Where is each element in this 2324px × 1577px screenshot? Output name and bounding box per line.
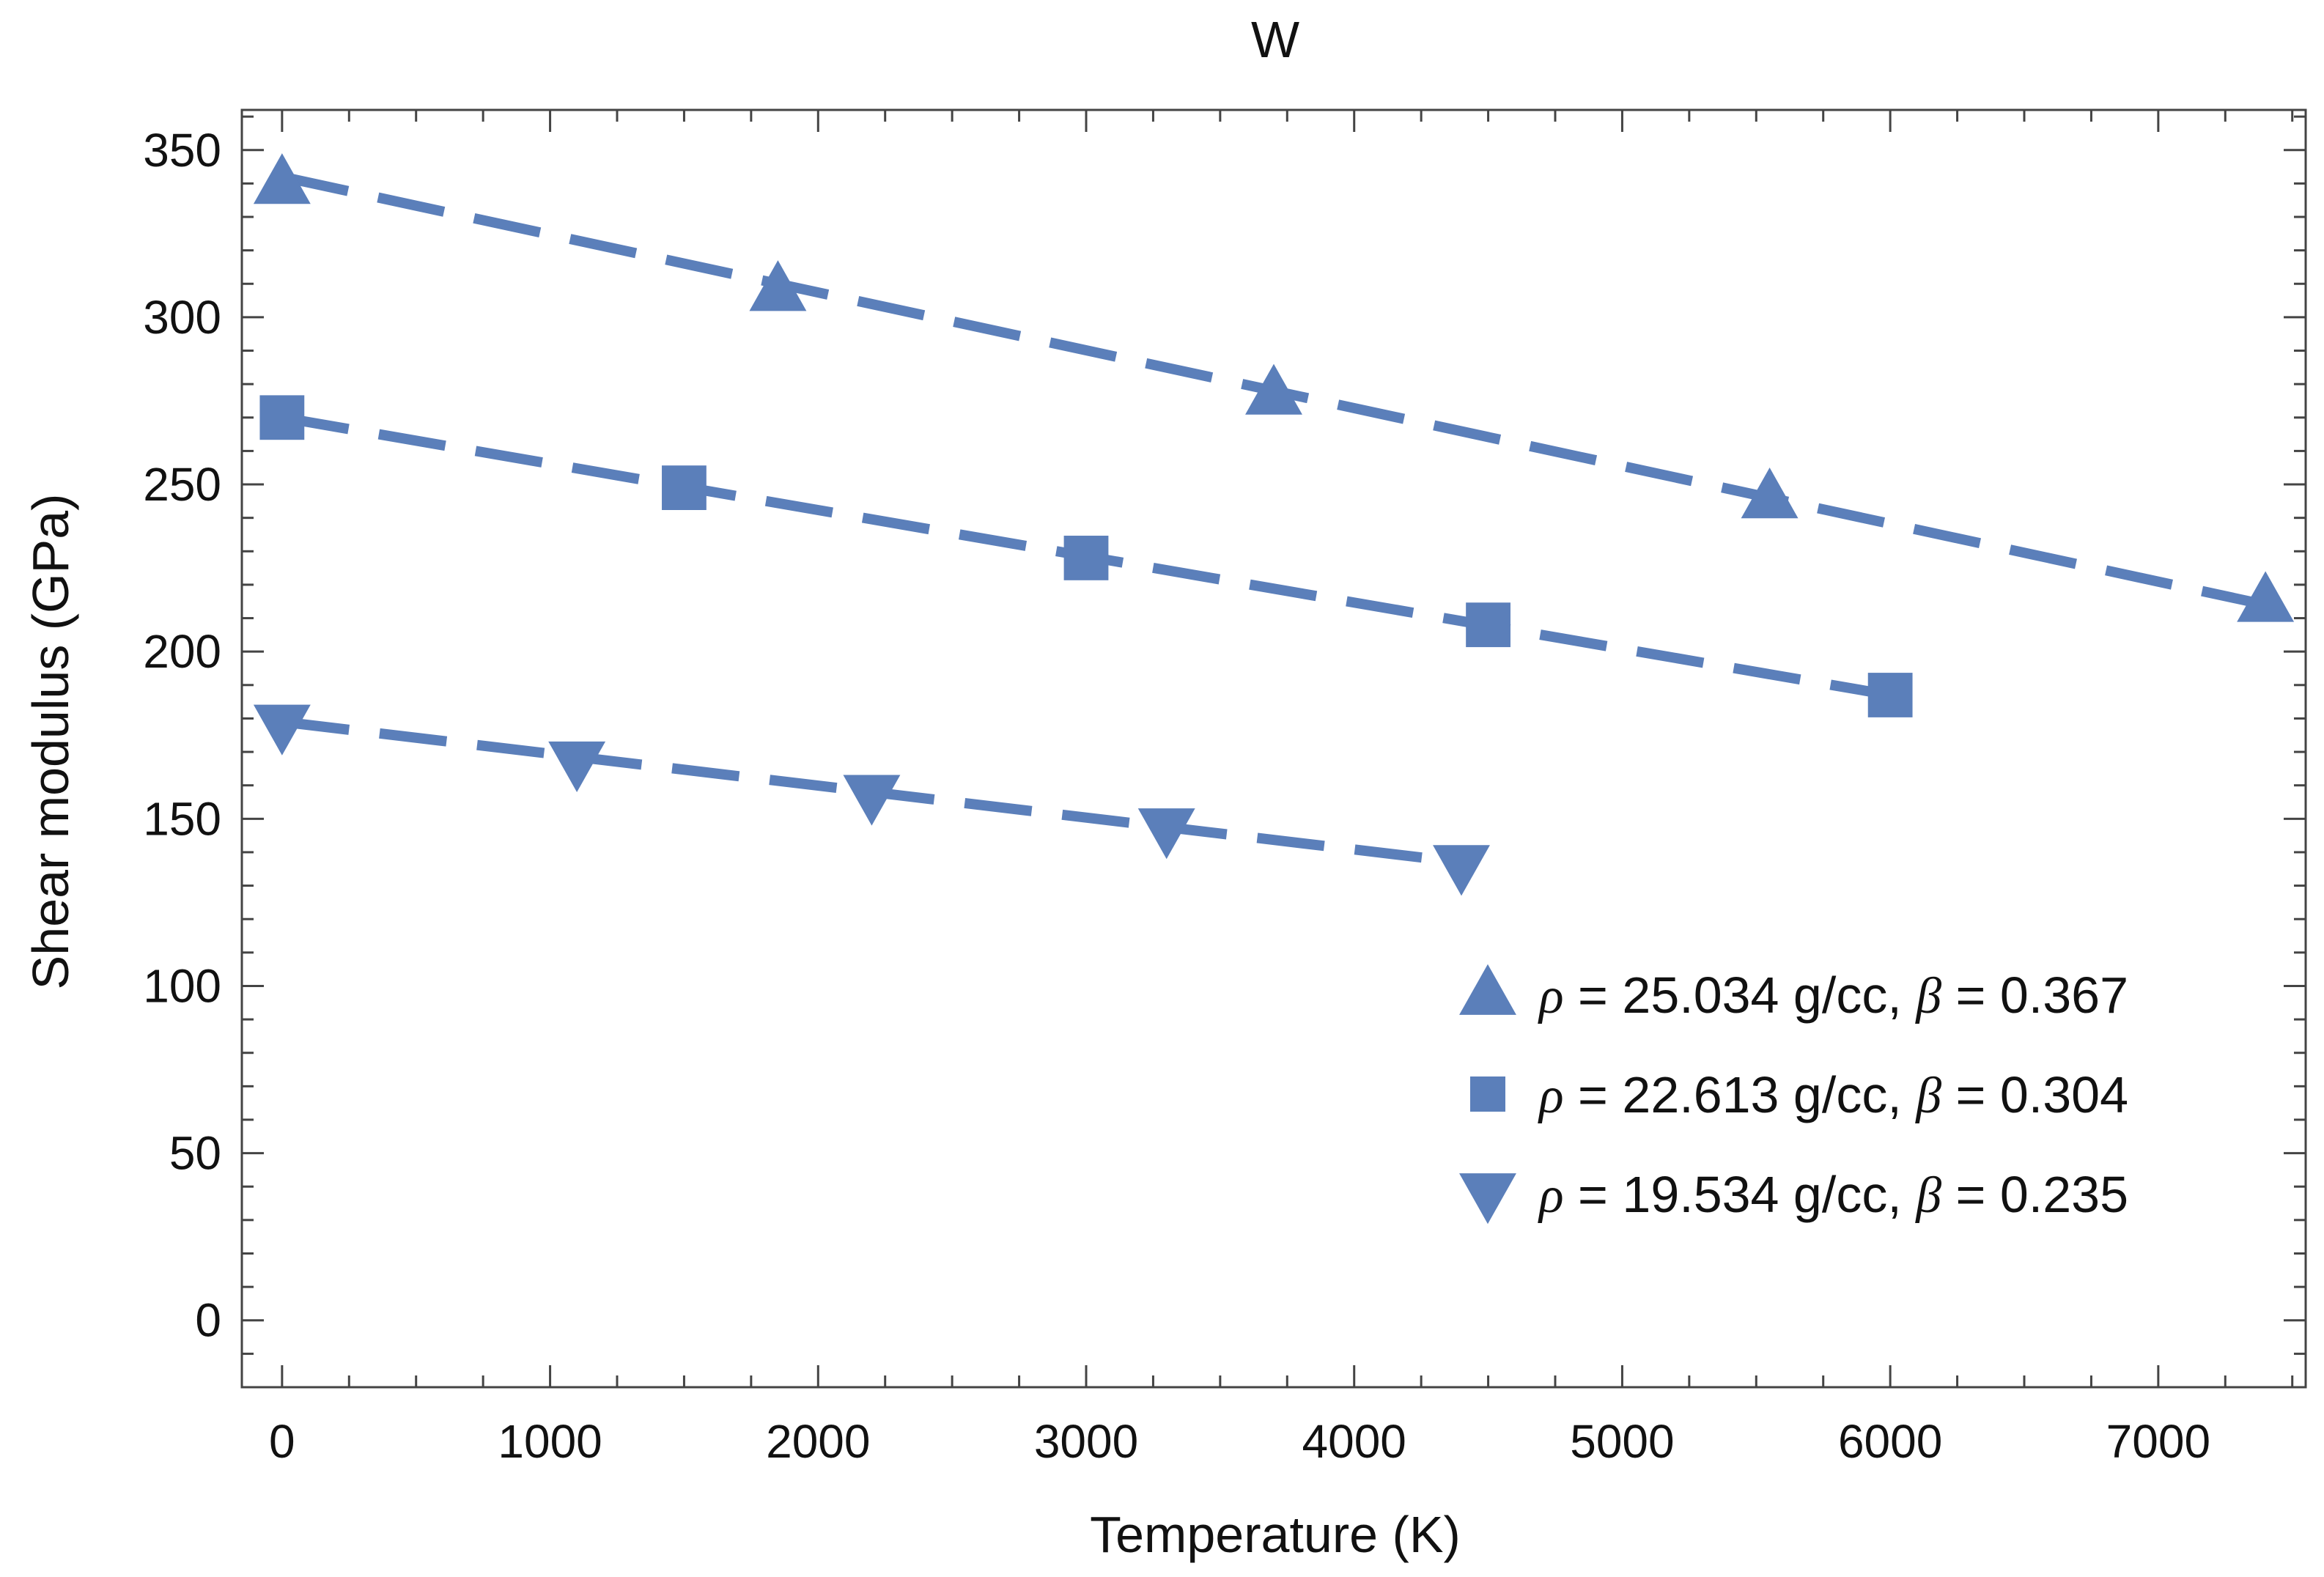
x-tick-label: 7000 bbox=[2106, 1415, 2210, 1468]
y-tick-label: 200 bbox=[143, 625, 221, 678]
y-tick-label: 150 bbox=[143, 792, 221, 845]
y-tick-label: 300 bbox=[143, 291, 221, 344]
legend-marker-series-3 bbox=[1459, 1173, 1516, 1225]
legend-text-part: = 19.534 g/cc, bbox=[1564, 1166, 1917, 1223]
legend-label-series-3: ρ = 19.534 g/cc, β = 0.235 bbox=[1538, 1166, 2128, 1224]
data-point-series-1 bbox=[749, 260, 807, 311]
data-point-series-3 bbox=[548, 741, 606, 792]
legend-text-part: = 0.235 bbox=[1941, 1166, 2128, 1223]
data-point-series-1 bbox=[1741, 468, 1799, 519]
legend-text-part: = 0.304 bbox=[1941, 1066, 2128, 1123]
x-tick-label: 5000 bbox=[1570, 1415, 1674, 1468]
data-points bbox=[253, 153, 2295, 896]
legend-text-part: = 0.367 bbox=[1941, 967, 2128, 1024]
legend-text-part: = 25.034 g/cc, bbox=[1564, 967, 1917, 1024]
data-point-series-3 bbox=[843, 775, 901, 826]
data-point-series-2 bbox=[1063, 536, 1109, 580]
plot-frame bbox=[240, 108, 2307, 1389]
legend-label-series-2: ρ = 22.613 g/cc, β = 0.304 bbox=[1538, 1066, 2128, 1124]
x-axis-title: Temperature (K) bbox=[1090, 1506, 1461, 1563]
legend-symbol: ρ bbox=[1538, 1068, 1564, 1124]
x-tick-label: 6000 bbox=[1838, 1415, 1942, 1468]
legend-symbol: β bbox=[1914, 968, 1941, 1024]
y-tick-label: 100 bbox=[143, 959, 221, 1012]
legend-marker-series-1 bbox=[1459, 964, 1516, 1015]
y-tick-label: 0 bbox=[195, 1294, 221, 1347]
legend-text-part: = 22.613 g/cc, bbox=[1564, 1066, 1917, 1123]
x-tick-label: 4000 bbox=[1302, 1415, 1406, 1468]
data-point-series-1 bbox=[2237, 571, 2295, 622]
plot-border bbox=[240, 108, 2307, 1389]
legend-label-series-1: ρ = 25.034 g/cc, β = 0.367 bbox=[1538, 967, 2128, 1024]
chart-title: W bbox=[1251, 11, 1299, 68]
legend-marker-series-2 bbox=[1470, 1076, 1505, 1112]
data-point-series-3 bbox=[253, 704, 311, 756]
data-point-series-2 bbox=[259, 395, 305, 440]
data-point-series-1 bbox=[253, 153, 311, 204]
legend-symbol: ρ bbox=[1538, 1167, 1564, 1224]
x-tick-label: 1000 bbox=[498, 1415, 602, 1468]
data-point-series-3 bbox=[1433, 845, 1490, 896]
legend-symbol: β bbox=[1914, 1068, 1941, 1124]
y-axis-title: Shear modulus (GPa) bbox=[22, 494, 79, 990]
data-point-series-2 bbox=[1867, 673, 1913, 717]
data-point-series-2 bbox=[1466, 602, 1510, 648]
y-tick-label: 350 bbox=[143, 124, 221, 177]
legend-symbol: β bbox=[1914, 1167, 1941, 1224]
data-point-series-2 bbox=[662, 465, 707, 510]
data-point-series-3 bbox=[1137, 808, 1195, 860]
data-point-series-1 bbox=[1245, 363, 1302, 415]
y-tick-label: 50 bbox=[169, 1127, 221, 1180]
x-tick-label: 2000 bbox=[766, 1415, 870, 1468]
x-tick-label: 3000 bbox=[1034, 1415, 1138, 1468]
legend-symbol: ρ bbox=[1538, 968, 1564, 1024]
y-tick-label: 250 bbox=[143, 458, 221, 511]
axis-ticks: 0 1000 2000 3000 4000 5000 6000 7000 0 50 100 150 20… bbox=[143, 110, 2306, 1468]
x-tick-label: 0 bbox=[269, 1415, 295, 1468]
